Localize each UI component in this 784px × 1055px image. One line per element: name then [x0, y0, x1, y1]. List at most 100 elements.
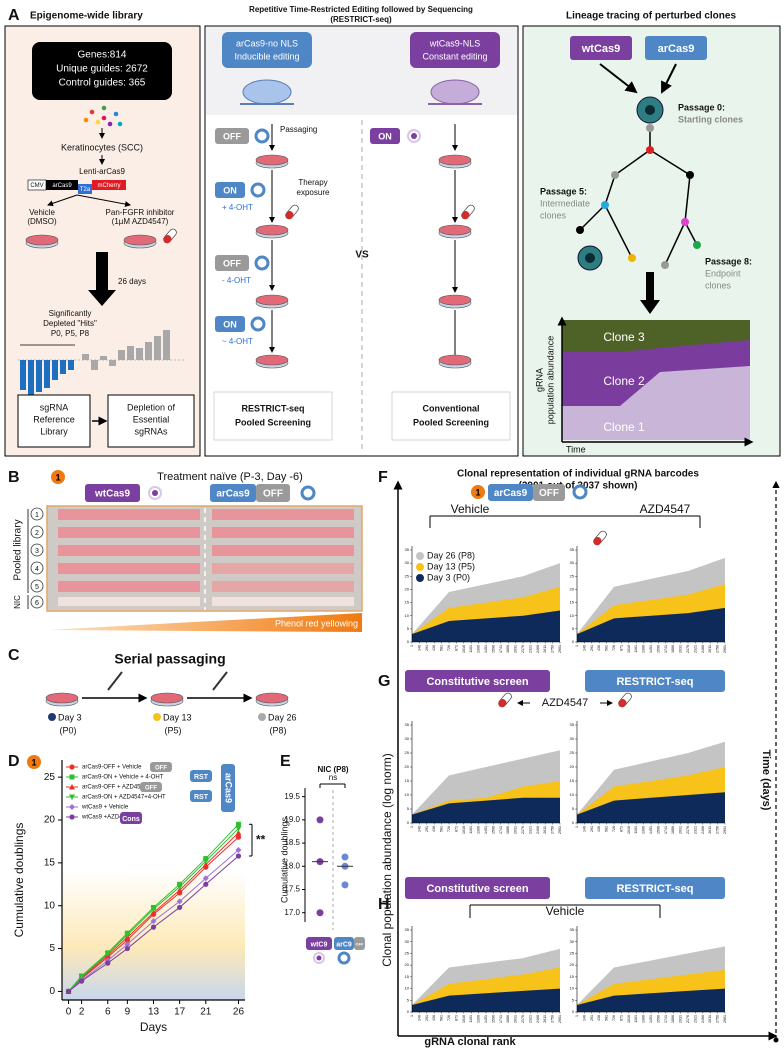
x-tick-label: 436	[597, 645, 601, 651]
tag	[306, 937, 332, 950]
label: 26 days	[118, 277, 146, 286]
label: Starting clones	[678, 114, 743, 124]
x-tick-label: 17	[174, 1007, 186, 1018]
legend-dot	[416, 574, 424, 582]
x-tick-label: 291	[590, 645, 594, 651]
label: RESTRICT-seq	[241, 403, 304, 413]
x-tick-label: 871	[619, 645, 623, 651]
marker	[124, 945, 130, 952]
label: + 4-OHT	[222, 203, 253, 212]
x-tick-label: 436	[432, 826, 436, 832]
label: Treatment naïve (P-3, Day -6)	[157, 471, 303, 483]
x-tick-label: 1016	[462, 645, 466, 653]
label: exposure	[297, 188, 330, 197]
area	[412, 610, 560, 642]
depleted-bar	[20, 360, 26, 390]
x-tick-label: 436	[597, 1015, 601, 1021]
guide-dot	[101, 105, 107, 111]
label: gRNA	[534, 368, 544, 392]
tag	[85, 484, 140, 502]
x-tick-label: 2901	[723, 1015, 727, 1023]
x-tick-label: 2611	[708, 645, 712, 653]
marker	[105, 960, 111, 966]
label: Vehicle	[29, 208, 55, 217]
label: (P0)	[59, 725, 76, 735]
toggle	[250, 316, 266, 332]
label: RESTRICT-seq	[616, 676, 693, 688]
point	[341, 853, 349, 861]
label: OFF	[223, 131, 241, 141]
y-tick-label: 0	[407, 1009, 410, 1014]
x-tick-label: 436	[432, 645, 436, 651]
tag	[405, 670, 550, 692]
dish	[150, 692, 184, 704]
marker	[202, 875, 209, 882]
label: 6	[35, 600, 39, 607]
marker	[235, 834, 242, 840]
y-tick-label: 0	[572, 1009, 575, 1014]
row-badge	[30, 595, 44, 609]
legend-label: wtCas9 +AZD4547	[81, 815, 133, 821]
label: E	[280, 753, 291, 770]
point	[341, 881, 349, 889]
x-tick-label: 1451	[649, 1015, 653, 1023]
y-tick-label: 18.0	[284, 861, 300, 870]
label: OFF	[263, 489, 283, 500]
marker	[235, 853, 242, 859]
label: ns	[329, 773, 337, 782]
x-tick-label: 2321	[528, 826, 532, 834]
y-tick-label: 20	[570, 764, 575, 769]
y-tick-label: 35	[405, 927, 410, 932]
x-tick-label: 871	[454, 826, 458, 832]
x-tick-label: 2611	[543, 1015, 547, 1023]
marker	[69, 774, 75, 780]
y-tick-label: 10	[44, 900, 56, 911]
y-tick-label: 10	[405, 613, 410, 618]
plot-bg	[62, 870, 245, 1000]
x-tick-label: 1	[575, 645, 579, 647]
x-tick-label: 2611	[708, 1015, 712, 1023]
clone-node	[646, 124, 654, 132]
label: Cumulative doublings	[12, 823, 26, 938]
label: RST	[194, 774, 209, 781]
x-tick-label: 581	[605, 1015, 609, 1021]
label: OFF	[145, 786, 157, 792]
x-tick-label: 2176	[686, 826, 690, 834]
y-tick-label: 17.5	[284, 885, 300, 894]
x-tick-label: 146	[417, 826, 421, 832]
x-tick-label: 871	[619, 826, 623, 832]
label: mCherry	[97, 183, 120, 189]
label: wtCas9	[581, 43, 621, 55]
label: wtCas9-NLS	[429, 38, 481, 48]
tag	[488, 484, 533, 501]
label: 1	[31, 757, 36, 767]
label: Repetitive Time-Restricted Editing follo…	[249, 5, 473, 14]
x-tick-label: 1161	[634, 645, 638, 653]
x-tick-label: 1	[575, 826, 579, 828]
x-tick-label: 1306	[477, 1015, 481, 1023]
x-tick-label: 2901	[558, 645, 562, 653]
dish	[438, 294, 472, 306]
hit-bar	[145, 342, 152, 360]
label: ~ 4-OHT	[222, 337, 253, 346]
y-tick-label: 5	[572, 626, 575, 631]
hit-bar	[109, 360, 116, 366]
label: sgRNAs	[134, 426, 168, 436]
label: Pooled library	[13, 519, 24, 580]
x-tick-label: 1886	[506, 645, 510, 653]
x-tick-label: 2031	[514, 645, 518, 653]
x-tick-label: 291	[590, 1015, 594, 1021]
lineage	[579, 204, 606, 231]
label: clones	[705, 280, 732, 290]
flask	[58, 509, 200, 520]
y-tick-label: 25	[570, 950, 575, 955]
y-tick-label: 30	[570, 939, 575, 944]
lineage	[684, 221, 698, 246]
y-tick-label: 10	[570, 986, 575, 991]
marker	[176, 898, 183, 905]
x-tick-label: 581	[605, 645, 609, 651]
label: 4	[35, 566, 39, 573]
lineage	[684, 174, 691, 223]
x-tick-label: 9	[125, 1007, 131, 1018]
